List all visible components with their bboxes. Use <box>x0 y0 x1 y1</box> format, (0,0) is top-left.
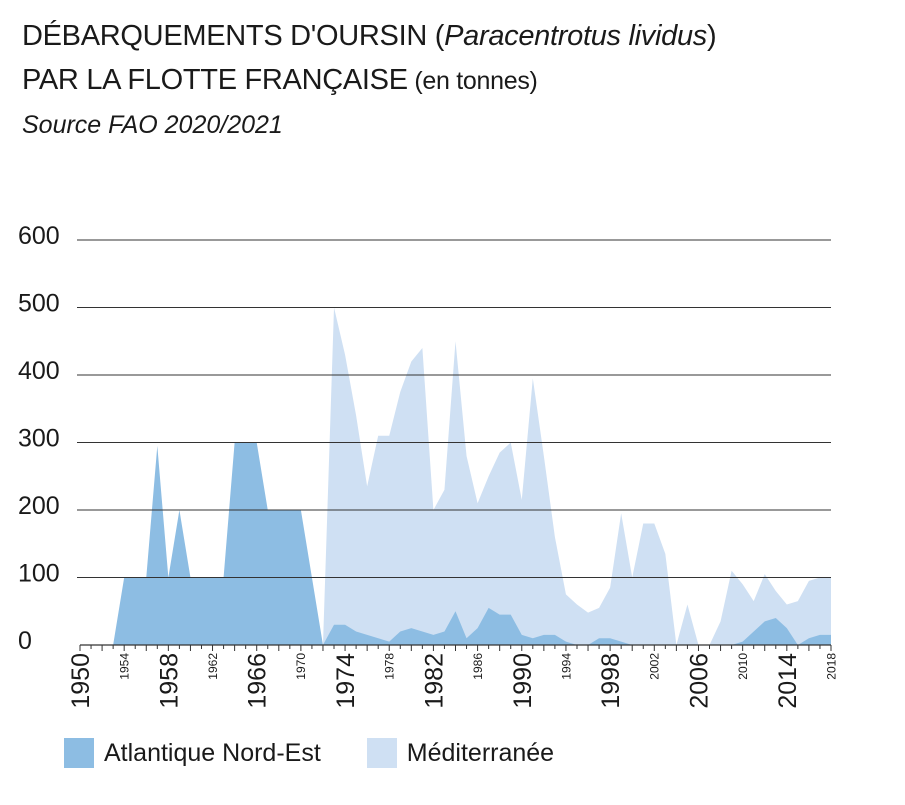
y-tick-label: 500 <box>18 290 60 318</box>
chart-subtitle: Source FAO 2020/2021 <box>22 111 283 139</box>
x-tick-label-major: 1998 <box>597 653 625 709</box>
y-tick-label: 400 <box>18 357 60 385</box>
chart-title-line-1: DÉBARQUEMENTS D'OURSIN (Paracentrotus li… <box>22 14 717 58</box>
x-tick-label-minor: 1986 <box>471 653 485 680</box>
y-axis: 600 500 400 300 200 100 0 <box>18 222 60 655</box>
series-areas <box>113 307 832 645</box>
legend: Atlantique Nord-Est Méditerranée <box>64 738 600 768</box>
legend-item-mediterranee: Méditerranée <box>366 738 555 768</box>
x-tick-label-major: 1990 <box>509 653 537 709</box>
y-tick-label: 600 <box>18 222 60 250</box>
x-tick-label-minor: 1970 <box>294 653 308 680</box>
legend-item-atlantique: Atlantique Nord-Est <box>64 738 321 768</box>
x-tick-label-major: 1958 <box>155 653 183 709</box>
area-atlantique <box>113 442 832 645</box>
title-block: DÉBARQUEMENTS D'OURSIN (Paracentrotus li… <box>22 14 717 145</box>
x-tick-label-major: 1974 <box>332 653 360 709</box>
gridlines <box>77 239 831 578</box>
x-tick-label-minor: 2010 <box>736 653 750 680</box>
area-mediterranee <box>322 307 831 645</box>
area-chart: 600 500 400 300 200 100 0 1950 1958 1966 1974 1982… <box>18 222 838 709</box>
legend-swatch-atlantique <box>64 738 94 768</box>
x-tick-label-minor: 2002 <box>648 653 662 680</box>
title-fleet: PAR LA FLOTTE FRANÇAISE <box>22 64 408 96</box>
x-tick-label-minor: 1962 <box>206 653 220 680</box>
title-unit: (en tonnes) <box>407 67 538 95</box>
x-axis: 1950 1958 1966 1974 1982 1990 1998 2006 2014 1954… <box>67 644 838 709</box>
x-tick-label-major: 1966 <box>244 653 272 709</box>
x-tick-label-minor: 2018 <box>824 653 838 680</box>
title-close-paren: ) <box>706 20 717 52</box>
y-tick-label: 300 <box>18 425 60 453</box>
legend-label-atlantique: Atlantique Nord-Est <box>104 738 321 767</box>
x-tick-label-major: 2014 <box>774 653 802 709</box>
legend-label-mediterranee: Méditerranée <box>406 738 555 767</box>
x-tick-label-minor: 1978 <box>383 653 397 680</box>
title-main-text: DÉBARQUEMENTS D'OURSIN ( <box>22 20 445 52</box>
title-species: Paracentrotus lividus <box>444 20 707 52</box>
y-tick-label: 0 <box>18 627 32 655</box>
y-tick-label: 200 <box>18 492 60 520</box>
legend-swatch-mediterranee <box>366 738 397 768</box>
y-tick-label: 100 <box>18 560 60 588</box>
chart-title-line-2: PAR LA FLOTTE FRANÇAISE (en tonnes) <box>22 58 716 103</box>
x-tick-label-major: 1982 <box>420 653 448 709</box>
x-tick-label-major: 2006 <box>685 653 713 709</box>
x-tick-label-minor: 1954 <box>117 653 131 680</box>
x-tick-label-major: 1950 <box>67 653 95 709</box>
x-tick-label-minor: 1994 <box>559 653 573 680</box>
